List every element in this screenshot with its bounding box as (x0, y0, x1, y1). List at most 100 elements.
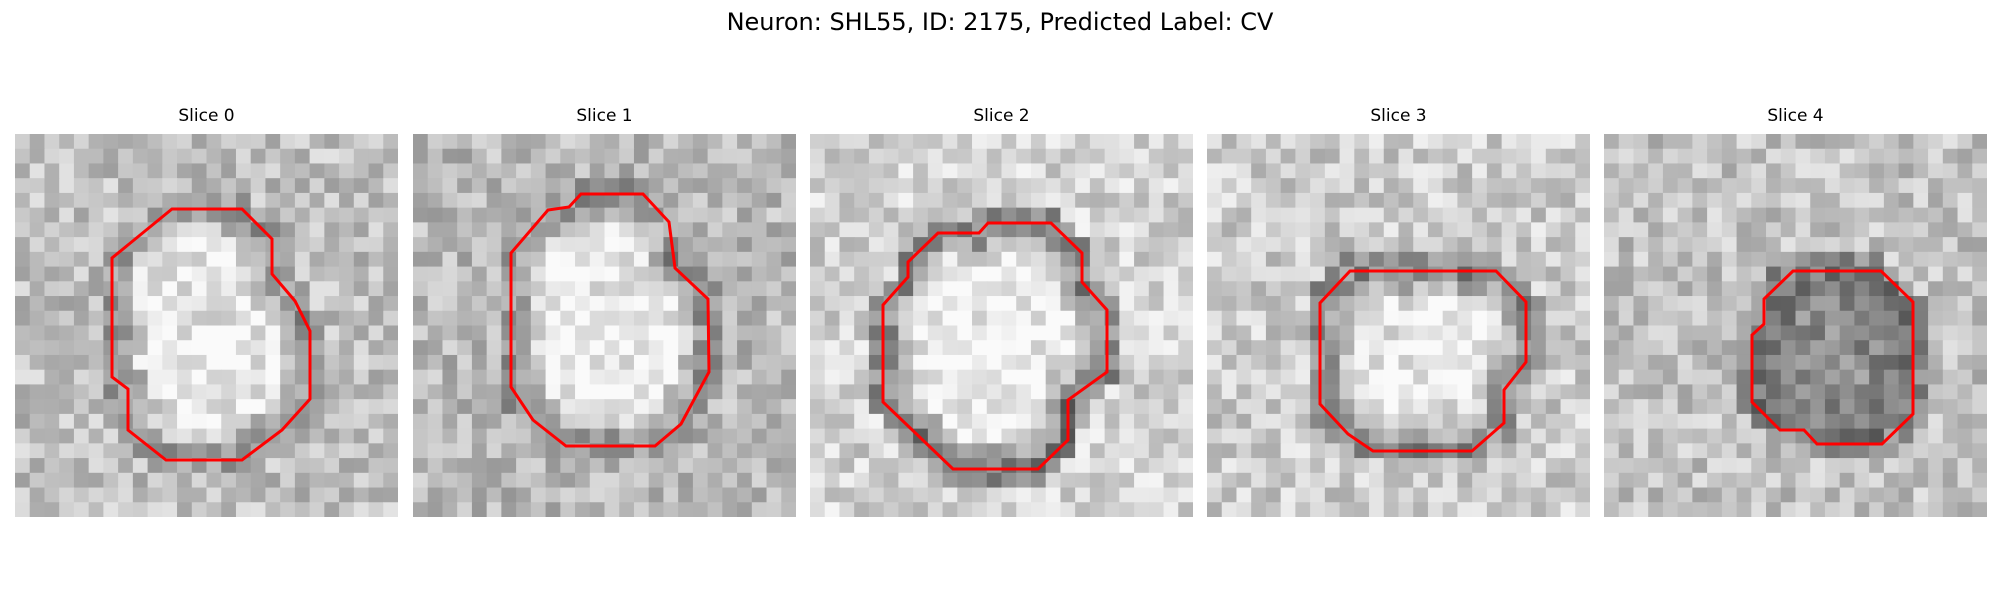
pixel (162, 472, 178, 489)
pixel (1236, 340, 1252, 356)
pixel (1913, 325, 1929, 341)
pixel (1486, 222, 1503, 238)
pixel (1045, 325, 1062, 341)
pixel (1178, 325, 1193, 341)
pixel (1662, 192, 1679, 209)
pixel (1662, 354, 1679, 371)
pixel (839, 369, 855, 386)
pixel (1265, 163, 1282, 179)
pixel (1883, 502, 1900, 517)
pixel (1824, 207, 1841, 223)
pixel (1178, 399, 1193, 415)
pixel (766, 369, 782, 386)
pixel (1221, 222, 1238, 238)
pixel (1207, 384, 1223, 400)
pixel (1324, 192, 1341, 209)
pixel (575, 413, 591, 430)
pixel (575, 472, 591, 489)
pixel (913, 281, 929, 297)
pixel (516, 472, 532, 489)
pixel (1810, 472, 1826, 489)
pixel (1251, 354, 1267, 371)
pixel (986, 178, 1003, 194)
pixel (1119, 443, 1135, 459)
pixel (1854, 399, 1870, 415)
pixel (442, 178, 458, 194)
pixel (1810, 487, 1826, 503)
pixel (280, 178, 296, 194)
pixel (575, 163, 591, 179)
pixel (427, 296, 444, 312)
pixel (1442, 502, 1459, 517)
pixel (1957, 178, 1973, 194)
pixel (383, 443, 398, 459)
pixel (868, 207, 885, 223)
pixel (766, 192, 782, 209)
pixel (1618, 443, 1635, 459)
pixel (972, 458, 988, 474)
pixel (1221, 458, 1238, 474)
pixel (29, 222, 46, 238)
pixel (868, 296, 885, 312)
pixel (781, 472, 796, 489)
pixel (854, 354, 870, 371)
pixel (15, 251, 31, 268)
pixel (1633, 340, 1649, 356)
pixel (839, 413, 855, 430)
pixel (1898, 340, 1914, 356)
pixel (206, 266, 222, 282)
pixel (1531, 207, 1547, 223)
pixel (1442, 354, 1459, 371)
pixel (972, 251, 988, 268)
pixel (633, 134, 650, 150)
pixel (88, 487, 104, 503)
pixel (1221, 384, 1238, 400)
pixel (942, 251, 958, 268)
pixel (1383, 325, 1400, 341)
pixel (1618, 310, 1635, 327)
pixel (868, 325, 885, 341)
pixel (44, 266, 60, 282)
pixel (1060, 443, 1076, 459)
pixel (1928, 134, 1944, 150)
pixel (619, 428, 635, 444)
pixel (471, 340, 488, 356)
pixel (1972, 369, 1987, 386)
pixel (619, 222, 635, 238)
pixel (1045, 399, 1062, 415)
pixel (1472, 222, 1488, 238)
pixel (1795, 134, 1811, 150)
pixel (1795, 237, 1811, 253)
pixel (1075, 428, 1091, 444)
pixel (1795, 222, 1811, 238)
pixel (1045, 266, 1062, 282)
pixel (118, 251, 134, 268)
pixel (1604, 472, 1620, 489)
pixel (1045, 237, 1062, 253)
pixel (1369, 134, 1385, 150)
pixel (1560, 251, 1576, 268)
pixel (1060, 369, 1076, 386)
pixel (427, 148, 444, 165)
pixel (442, 281, 458, 297)
pixel (1413, 458, 1429, 474)
pixel (1795, 413, 1811, 430)
pixel (309, 296, 325, 312)
pixel (766, 207, 782, 223)
pixel (1898, 354, 1914, 371)
pixel (413, 148, 429, 165)
pixel (707, 163, 723, 179)
pixel (868, 399, 885, 415)
pixel (221, 207, 237, 223)
pixel (575, 399, 591, 415)
pixel (1280, 310, 1296, 327)
pixel (309, 192, 325, 209)
pixel (1236, 192, 1252, 209)
pixel (221, 399, 237, 415)
pixel (1736, 178, 1752, 194)
pixel (59, 163, 75, 179)
pixel (177, 178, 193, 194)
pixel (1119, 163, 1135, 179)
pixel (1736, 399, 1752, 415)
pixel (898, 192, 914, 209)
